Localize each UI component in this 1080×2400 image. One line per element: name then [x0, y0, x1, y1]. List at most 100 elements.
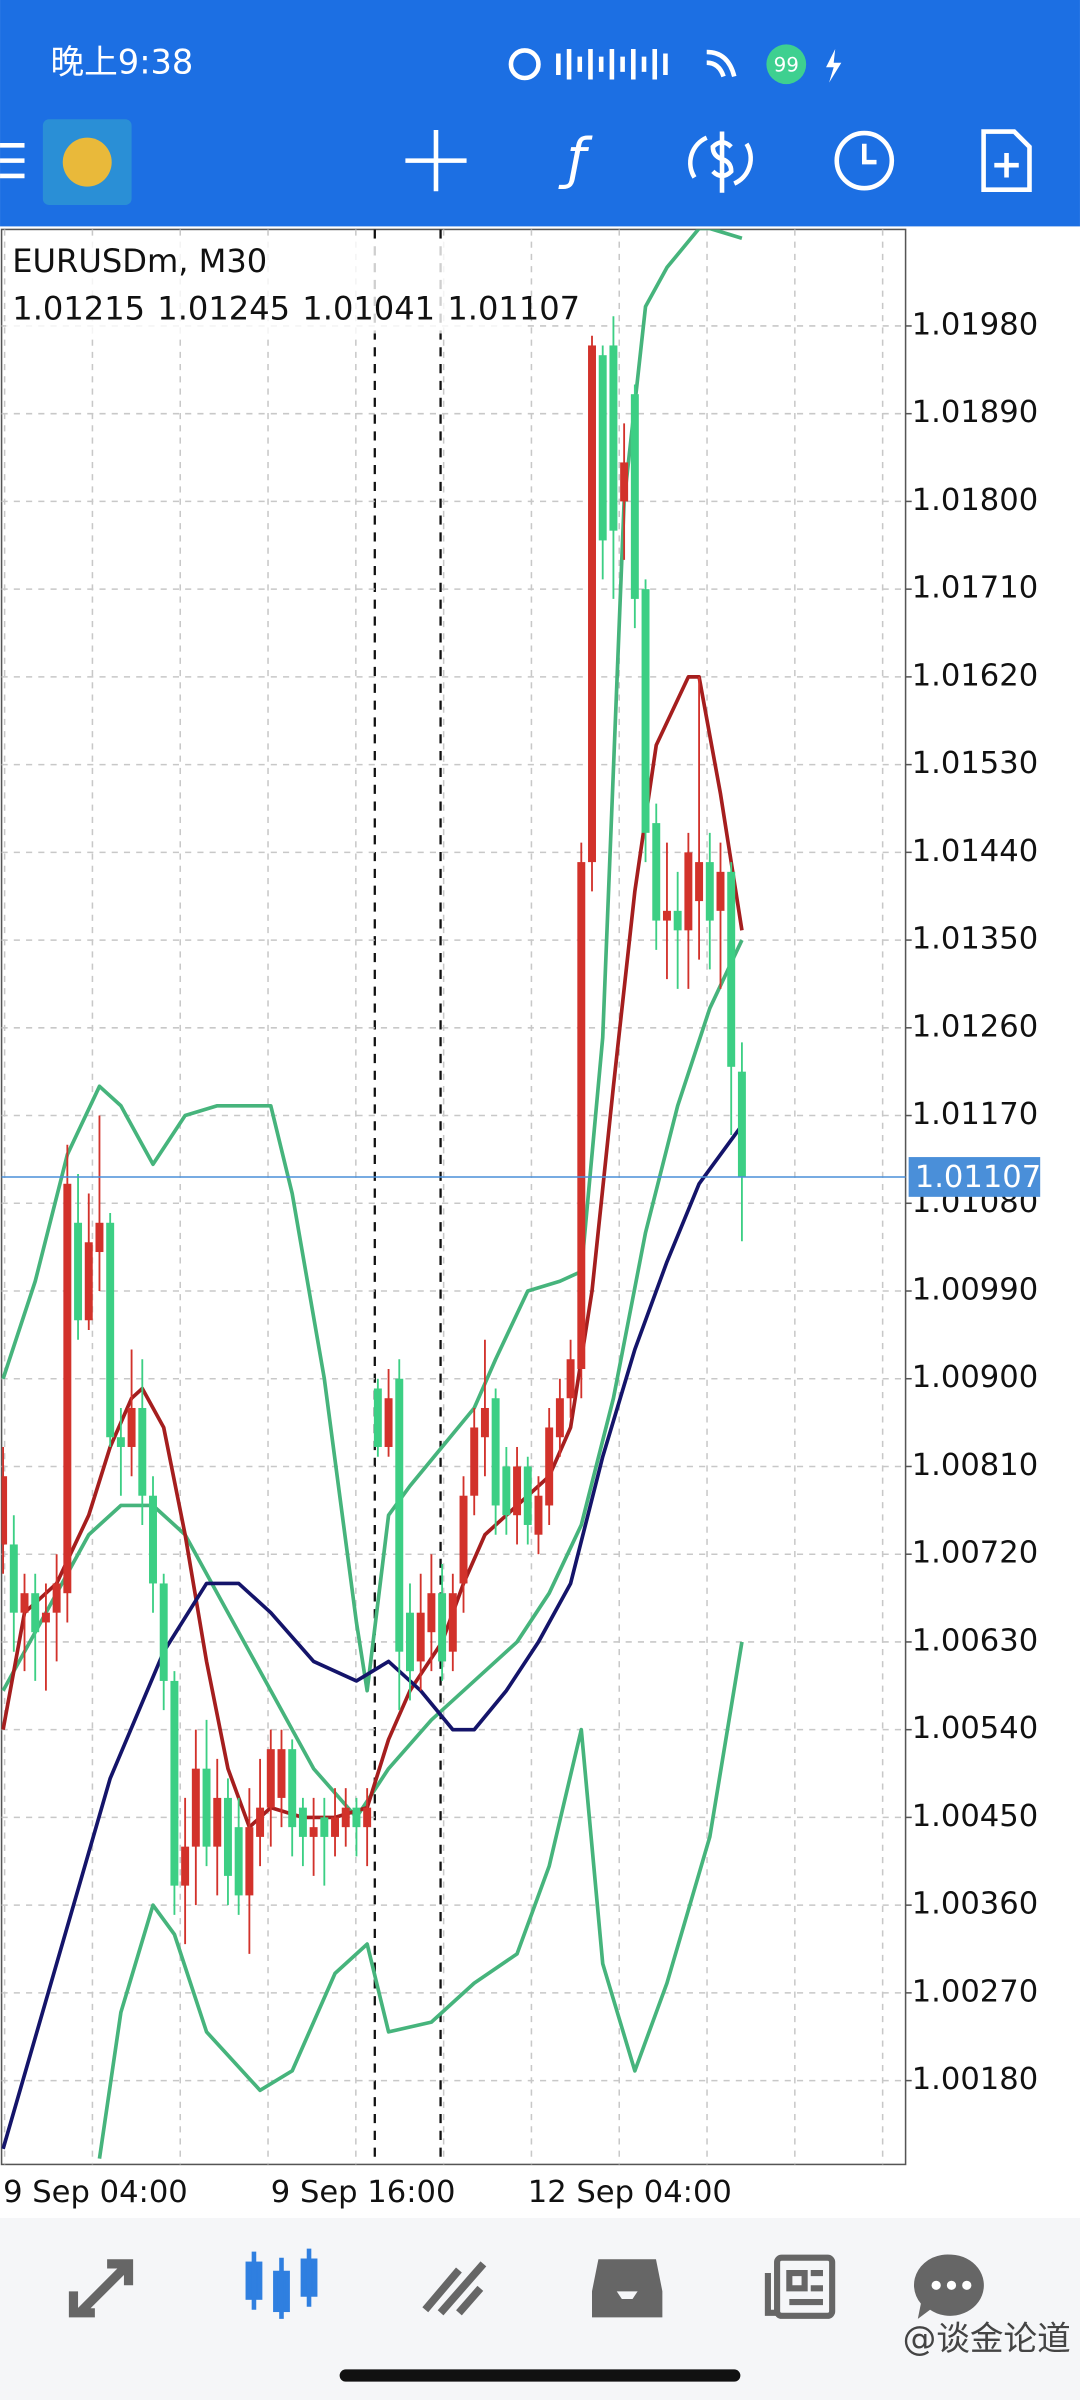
candle-body — [170, 1680, 179, 1886]
candle-body — [609, 345, 618, 531]
history-tab[interactable] — [592, 2259, 663, 2318]
candle-body — [598, 355, 607, 541]
candle-body — [620, 462, 629, 502]
x-tick-label: 9 Sep 04:00 — [3, 2175, 188, 2210]
watermark: @谈金论道 — [903, 2319, 1071, 2358]
menu-button[interactable] — [0, 143, 25, 179]
home-indicator — [339, 2369, 741, 2382]
candle-body — [341, 1807, 350, 1828]
candle-body — [266, 1749, 275, 1808]
y-tick-label: 1.01440 — [912, 834, 1038, 869]
y-tick-label: 1.00540 — [912, 1711, 1038, 1746]
candle-body — [727, 871, 736, 1067]
quotes-tab[interactable] — [68, 2259, 134, 2318]
candle-body — [577, 862, 586, 1369]
y-tick-label: 1.00630 — [912, 1623, 1038, 1658]
trade-tab[interactable] — [422, 2261, 487, 2316]
candle-body — [298, 1807, 307, 1837]
y-tick-label: 1.01260 — [912, 1009, 1038, 1044]
chart-tab[interactable] — [245, 2248, 318, 2319]
candle-body — [555, 1398, 564, 1438]
bid-label-box — [908, 1157, 1041, 1197]
candle-body — [159, 1583, 168, 1681]
candle-body — [502, 1466, 511, 1516]
period-button[interactable] — [834, 130, 895, 191]
candle-body — [245, 1827, 254, 1896]
candle-body — [9, 1544, 18, 1613]
y-tick-label: 1.00720 — [912, 1536, 1038, 1571]
app-logo — [62, 137, 112, 187]
y-tick-label: 1.01890 — [912, 395, 1038, 430]
candle-body — [331, 1817, 340, 1837]
y-tick-label: 1.01710 — [912, 571, 1038, 606]
candle-body — [1, 1476, 8, 1545]
battery-level: 99 — [774, 53, 799, 76]
y-tick-label: 1.01530 — [912, 746, 1038, 781]
y-tick-label: 1.00450 — [912, 1799, 1038, 1834]
candle-body — [52, 1583, 61, 1613]
candle-body — [74, 1222, 83, 1321]
y-tick-label: 1.00270 — [912, 1974, 1038, 2009]
y-tick-label: 1.01800 — [912, 483, 1038, 518]
candle-body — [523, 1466, 532, 1525]
candle-body — [234, 1827, 243, 1896]
y-tick-label: 1.00900 — [912, 1360, 1038, 1395]
y-tick-label: 1.01620 — [912, 658, 1038, 693]
candle-body — [352, 1807, 361, 1828]
candle-body — [695, 862, 704, 902]
y-tick-label: 1.01170 — [912, 1097, 1038, 1132]
candle-body — [127, 1407, 136, 1447]
candle-body — [630, 394, 639, 599]
ohlc-high: 1.01245 — [157, 290, 290, 328]
candle-body — [534, 1495, 543, 1535]
candle-body — [363, 1807, 372, 1828]
plot-area — [0, 228, 907, 2166]
indicator-line — [1, 675, 744, 1829]
candle-body — [652, 823, 661, 921]
y-tick-label: 1.01350 — [912, 922, 1038, 957]
candle-body — [448, 1593, 457, 1652]
ohlc-low: 1.01041 — [302, 290, 435, 328]
candle-body — [373, 1388, 382, 1447]
indicator-line — [97, 1641, 744, 2159]
candle-body — [395, 1378, 404, 1652]
candle-body — [566, 1359, 575, 1399]
trade-button[interactable] — [688, 131, 753, 193]
charging-icon — [826, 48, 842, 83]
candle-body — [202, 1768, 211, 1847]
ohlc: 1.01215 1.01245 1.01041 1.01107 — [12, 290, 580, 328]
candle-body — [588, 345, 596, 863]
chart: 1.01980 1.01890 1.01800 1.01710 1.01620 1.015… — [0, 228, 1041, 2210]
new-order-button[interactable] — [981, 129, 1032, 192]
candle-body — [288, 1749, 297, 1828]
candle-body — [438, 1593, 447, 1662]
y-tick-label: 1.00990 — [912, 1273, 1038, 1308]
y-tick-label: 1.00360 — [912, 1887, 1038, 1922]
candle-body — [716, 871, 725, 911]
ohlc-close: 1.01107 — [447, 290, 580, 328]
candle-body — [491, 1398, 500, 1506]
candle-body — [84, 1242, 93, 1321]
candle-body — [416, 1612, 425, 1662]
candle-body — [106, 1222, 115, 1438]
crosshair-button[interactable] — [405, 130, 467, 192]
candle-body — [427, 1593, 436, 1633]
candle-body — [406, 1612, 414, 1672]
bid-label: 1.01107 — [915, 1160, 1041, 1195]
news-tab[interactable] — [764, 2254, 836, 2319]
ohlc-open: 1.01215 — [12, 290, 145, 328]
candle-body — [277, 1749, 286, 1798]
candle-body — [470, 1427, 479, 1496]
candle-body — [320, 1817, 329, 1837]
y-tick-label: 1.01980 — [912, 307, 1038, 342]
candle-body — [513, 1466, 522, 1516]
candle-body — [480, 1407, 489, 1438]
candle-body — [223, 1797, 232, 1876]
bottom-nav-icons — [68, 2248, 984, 2319]
candle-body — [641, 589, 650, 833]
candle-body — [31, 1593, 40, 1633]
candle-body — [256, 1807, 265, 1837]
candle-body — [737, 1071, 746, 1177]
